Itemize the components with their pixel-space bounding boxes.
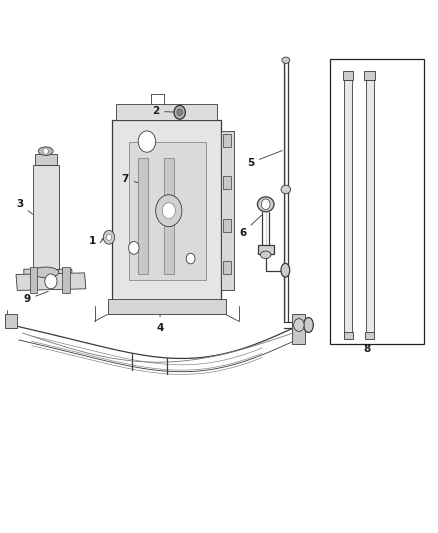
Bar: [364, 71, 375, 80]
Bar: [32, 165, 59, 269]
Text: 6: 6: [239, 215, 261, 238]
Circle shape: [106, 234, 112, 240]
Text: 5: 5: [247, 150, 283, 168]
Bar: [258, 245, 274, 254]
Ellipse shape: [281, 185, 290, 193]
Circle shape: [174, 106, 185, 119]
Text: 4: 4: [156, 314, 164, 333]
Text: 8: 8: [363, 344, 370, 354]
Bar: [138, 158, 148, 274]
Ellipse shape: [282, 57, 290, 63]
Circle shape: [45, 274, 57, 289]
Polygon shape: [292, 314, 305, 344]
Polygon shape: [24, 269, 72, 285]
Circle shape: [293, 319, 304, 332]
Bar: [330, 59, 424, 344]
Ellipse shape: [281, 263, 290, 277]
Polygon shape: [5, 314, 17, 328]
Circle shape: [103, 230, 115, 244]
Circle shape: [186, 253, 195, 264]
Bar: [221, 131, 234, 290]
Bar: [223, 219, 231, 232]
Circle shape: [177, 109, 182, 116]
Bar: [35, 154, 57, 165]
Text: 7: 7: [121, 174, 140, 184]
Bar: [366, 80, 374, 333]
Circle shape: [129, 241, 139, 254]
Circle shape: [155, 195, 182, 227]
Ellipse shape: [304, 318, 313, 333]
Bar: [344, 80, 352, 333]
Bar: [117, 104, 217, 120]
Ellipse shape: [38, 147, 53, 156]
Bar: [130, 142, 206, 280]
Bar: [62, 266, 70, 293]
Polygon shape: [16, 273, 86, 290]
Bar: [344, 332, 353, 340]
Ellipse shape: [258, 197, 274, 212]
Circle shape: [261, 199, 270, 209]
Bar: [365, 332, 374, 340]
Ellipse shape: [261, 251, 271, 259]
Bar: [29, 266, 37, 293]
Text: 2: 2: [152, 106, 177, 116]
Circle shape: [43, 148, 48, 155]
Bar: [112, 120, 221, 301]
Bar: [223, 176, 231, 189]
Bar: [223, 134, 231, 147]
Circle shape: [162, 203, 175, 219]
Ellipse shape: [32, 267, 59, 278]
Bar: [343, 71, 353, 80]
Bar: [108, 300, 226, 314]
Text: 3: 3: [16, 199, 32, 214]
Bar: [223, 261, 231, 274]
Bar: [164, 158, 174, 274]
Text: 1: 1: [89, 236, 109, 246]
Text: 9: 9: [23, 292, 48, 304]
Circle shape: [138, 131, 155, 152]
